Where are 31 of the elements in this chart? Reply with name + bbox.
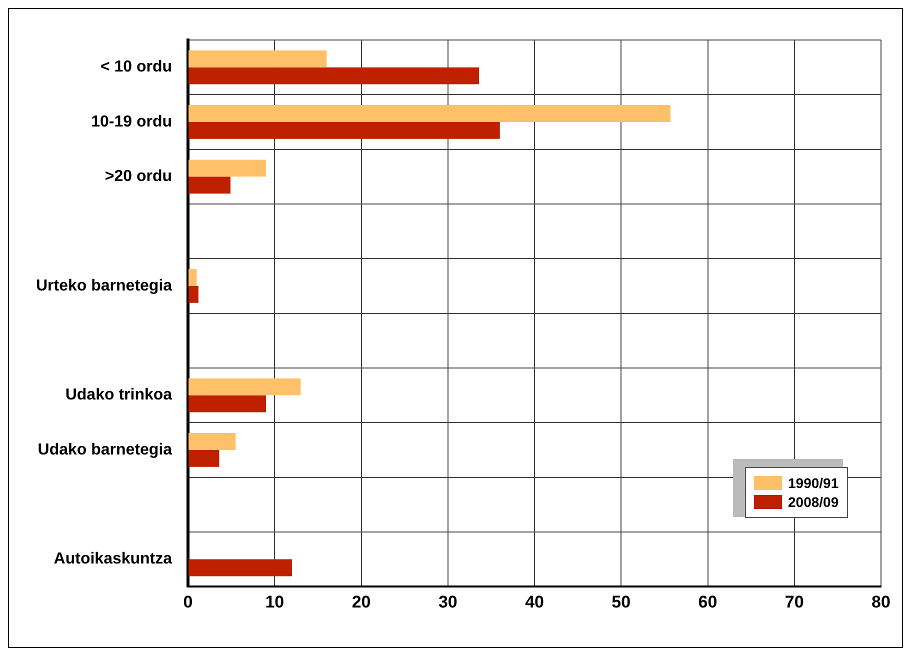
x-tick-label: 60	[698, 592, 718, 612]
y-tick-label: >20 ordu	[104, 168, 172, 186]
x-tick-label: 30	[438, 592, 458, 612]
x-tick-label: 70	[784, 592, 804, 612]
bar	[188, 378, 301, 396]
bar	[188, 433, 236, 450]
x-tick-label: 10	[265, 592, 284, 612]
bar	[188, 269, 197, 286]
x-tick-label: 50	[612, 592, 631, 612]
bar	[188, 559, 292, 576]
y-tick-label: Udako barnetegia	[38, 441, 172, 458]
x-tick-label: 80	[872, 592, 890, 612]
x-tick-label: 40	[525, 592, 544, 612]
bar	[188, 450, 220, 467]
y-tick-label: Udako trinkoa	[65, 386, 172, 404]
bar	[188, 395, 266, 412]
bar	[188, 160, 266, 177]
y-tick-label: Urteko barnetegia	[36, 277, 172, 294]
legend-label: 2008/09	[788, 494, 839, 510]
x-tick-label: 20	[352, 592, 371, 612]
bar	[188, 122, 500, 139]
bar	[188, 105, 671, 122]
bar	[188, 67, 480, 84]
bar	[188, 50, 327, 68]
y-tick-label: 10-19 ordu	[91, 113, 172, 130]
bar	[188, 176, 230, 194]
y-tick-label: Autoikaskuntza	[54, 550, 172, 568]
y-tick-label: < 10 ordu	[100, 58, 172, 76]
legend-label: 1990/91	[788, 475, 839, 491]
bar	[188, 286, 198, 303]
x-tick-label: 0	[183, 592, 193, 612]
